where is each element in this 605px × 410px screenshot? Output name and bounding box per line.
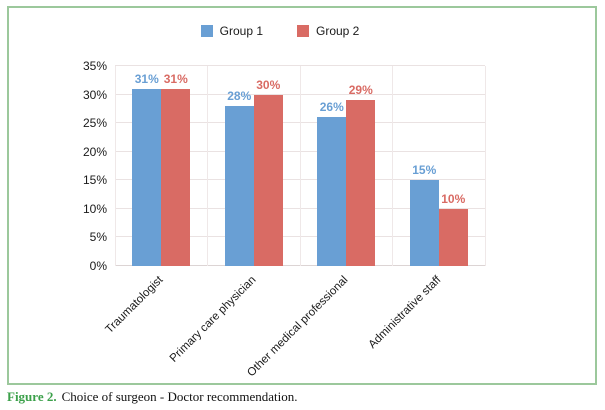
y-tick-label: 15% — [82, 173, 107, 188]
v-gridline — [299, 66, 301, 266]
y-tick-label: 25% — [82, 116, 107, 131]
v-gridline — [207, 66, 208, 266]
bar-column: 31% — [161, 66, 191, 266]
bar-column: 29% — [346, 66, 376, 266]
figure-caption-label: Figure 2. — [7, 389, 57, 404]
bar-group: 15% 10% — [393, 66, 486, 266]
y-tick-label: 10% — [82, 201, 107, 216]
y-tick-label: 5% — [89, 230, 107, 245]
figure-caption-text: Choice of surgeon - Doctor recommendatio… — [61, 389, 298, 404]
v-gridline — [114, 66, 116, 266]
bar — [224, 106, 254, 266]
bar — [132, 88, 162, 266]
legend-item-group-2: Group 2 — [297, 24, 359, 38]
figure-caption: Figure 2. Choice of surgeon - Doctor reco… — [7, 389, 297, 405]
bar-column: 26% — [317, 66, 347, 266]
bar-value-label: 30% — [256, 77, 281, 92]
bar-value-label: 31% — [163, 71, 188, 86]
bar-value-label: 31% — [134, 71, 159, 86]
plot-area: 31% 31% 28% 30% 26% 29% 15% 10% — [114, 65, 486, 266]
bar-value-label: 10% — [441, 191, 466, 206]
bar-column: 28% — [224, 66, 254, 266]
bar — [253, 94, 283, 266]
bar-value-label: 15% — [412, 163, 437, 178]
bar-group: 31% 31% — [115, 66, 208, 266]
legend-swatch-group-2-icon — [297, 25, 309, 37]
bar-column: 15% — [409, 66, 439, 266]
bar-column: 30% — [253, 66, 283, 266]
bar-value-label: 28% — [227, 89, 252, 103]
bar — [438, 208, 468, 266]
bar — [317, 117, 347, 266]
bar-value-label: 29% — [348, 83, 373, 98]
y-tick-label: 30% — [82, 87, 107, 102]
v-gridline — [484, 66, 486, 266]
bar-group: 26% 29% — [300, 66, 393, 266]
y-tick-label: 0% — [89, 259, 107, 273]
figure-box: Group 1 Group 2 31% 31% 28% 30% 26% 29% 15% 10%… — [7, 6, 597, 385]
v-gridline — [392, 66, 393, 266]
bar — [346, 100, 376, 266]
legend-item-group-1: Group 1 — [200, 24, 263, 38]
bar-value-label: 26% — [319, 100, 344, 115]
legend-label-group-1: Group 1 — [219, 24, 263, 38]
legend-swatch-group-1-icon — [200, 25, 213, 37]
bar-chart: Group 1 Group 2 31% 31% 28% 30% 26% 29% 15% 10%… — [9, 8, 595, 383]
bar-column: 31% — [132, 66, 162, 266]
y-tick-label: 35% — [82, 59, 107, 73]
bar — [409, 180, 439, 266]
bar-group: 28% 30% — [208, 66, 301, 266]
h-gridline — [115, 65, 485, 66]
y-tick-label: 20% — [82, 144, 107, 159]
bar-column: 10% — [438, 66, 468, 266]
chart-legend: Group 1 Group 2 — [0, 24, 573, 38]
legend-label-group-2: Group 2 — [316, 24, 360, 38]
bar — [161, 88, 191, 266]
